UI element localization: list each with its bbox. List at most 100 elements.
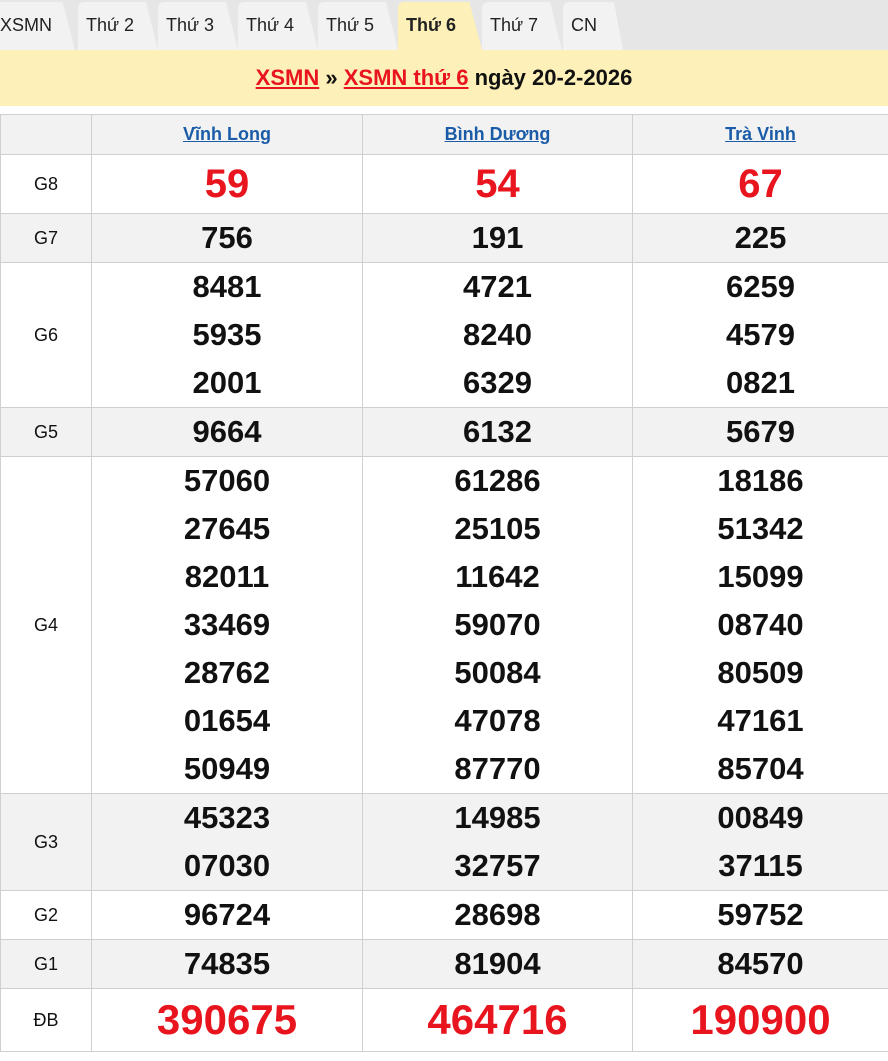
prize-cell: 5679 bbox=[632, 407, 888, 457]
prize-number: 191 bbox=[471, 220, 524, 255]
prize-number: 6132 bbox=[463, 414, 532, 449]
prize-label: G4 bbox=[0, 456, 92, 794]
results-table: Vĩnh Long Bình Dương Trà Vinh G8 59 54 67 G7… bbox=[0, 114, 888, 1052]
prize-number: 59 bbox=[204, 162, 250, 206]
prize-number: 80509 bbox=[717, 655, 804, 690]
tab-thứ-4[interactable]: Thứ 4 bbox=[238, 2, 318, 50]
prize-cell: 28698 bbox=[362, 890, 633, 940]
prize-number: 390675 bbox=[156, 996, 298, 1043]
prize-number: 00849 bbox=[717, 800, 804, 835]
day-tabs: XSMN Thứ 2 Thứ 3 Thứ 4 Thứ 5 Thứ 6 Thứ 7 CN bbox=[0, 0, 888, 50]
tab-xsmn[interactable]: XSMN bbox=[0, 2, 75, 50]
prize-cell: 464716 bbox=[362, 988, 633, 1052]
prize-number: 6329 bbox=[463, 365, 532, 400]
prize-cell: 45323 07030 bbox=[91, 793, 363, 891]
prize-number: 9664 bbox=[192, 414, 262, 449]
prize-number: 08740 bbox=[717, 607, 804, 642]
prize-row: G7 756 191 225 bbox=[0, 213, 888, 263]
prize-number: 32757 bbox=[454, 848, 541, 883]
tab-thứ-5[interactable]: Thứ 5 bbox=[318, 2, 398, 50]
prize-number: 225 bbox=[734, 220, 787, 255]
prize-cell: 8481 5935 2001 bbox=[91, 262, 363, 408]
prize-number: 5935 bbox=[192, 317, 262, 352]
prize-number: 190900 bbox=[690, 996, 831, 1043]
xsmn-thu6-link[interactable]: XSMN thứ 6 bbox=[343, 65, 469, 90]
prize-number: 8240 bbox=[463, 317, 532, 352]
prize-number: 33469 bbox=[183, 607, 271, 642]
prize-cell: 67 bbox=[632, 154, 888, 214]
prize-cell: 54 bbox=[362, 154, 633, 214]
prize-number: 96724 bbox=[183, 897, 271, 932]
prize-cell: 00849 37115 bbox=[632, 793, 888, 891]
prize-cell: 14985 32757 bbox=[362, 793, 633, 891]
prize-label: G7 bbox=[0, 213, 92, 263]
tab-thứ-3[interactable]: Thứ 3 bbox=[158, 2, 238, 50]
prize-row: G8 59 54 67 bbox=[0, 154, 888, 214]
prize-cell: 96724 bbox=[91, 890, 363, 940]
province-link[interactable]: Vĩnh Long bbox=[183, 124, 271, 144]
prize-number: 8481 bbox=[192, 269, 262, 304]
xsmn-link[interactable]: XSMN bbox=[255, 65, 320, 90]
prize-number: 82011 bbox=[184, 559, 270, 594]
prize-number: 50084 bbox=[454, 655, 541, 690]
prize-row: G1 74835 81904 84570 bbox=[0, 939, 888, 989]
prize-number: 51342 bbox=[717, 511, 804, 546]
prize-row: G6 8481 5935 2001 4721 8240 6329 6259 4579 0821 bbox=[0, 262, 888, 408]
province-link[interactable]: Bình Dương bbox=[444, 124, 551, 144]
draw-date: ngày 20-2-2026 bbox=[474, 65, 633, 90]
prize-cell: 18186 51342 15099 08740 80509 47161 85704 bbox=[632, 456, 888, 794]
tab-thứ-6[interactable]: Thứ 6 bbox=[398, 2, 482, 50]
prize-row: G3 45323 07030 14985 32757 00849 37115 bbox=[0, 793, 888, 891]
province-link[interactable]: Trà Vinh bbox=[725, 124, 796, 144]
prize-number: 4721 bbox=[463, 269, 532, 304]
tab-thứ-7[interactable]: Thứ 7 bbox=[482, 2, 562, 50]
prize-cell: 61286 25105 11642 59070 50084 47078 87770 bbox=[362, 456, 633, 794]
prize-number: 27645 bbox=[183, 511, 271, 546]
prize-label: G2 bbox=[0, 890, 92, 940]
prize-number: 81904 bbox=[454, 946, 541, 981]
prize-number: 6259 bbox=[726, 269, 795, 304]
prize-number: 47161 bbox=[717, 703, 804, 738]
prize-row: G5 9664 6132 5679 bbox=[0, 407, 888, 457]
prize-cell: 756 bbox=[91, 213, 363, 263]
prize-number: 28762 bbox=[183, 655, 271, 690]
prize-number: 07030 bbox=[183, 848, 271, 883]
prize-number: 84570 bbox=[717, 946, 804, 981]
prize-number: 11642 bbox=[455, 559, 540, 594]
prize-number: 59752 bbox=[717, 897, 804, 932]
prize-number: 01654 bbox=[183, 703, 271, 738]
prize-number: 74835 bbox=[183, 946, 271, 981]
breadcrumb-separator: » bbox=[325, 65, 338, 90]
prize-number: 85704 bbox=[717, 751, 804, 786]
prize-number: 18186 bbox=[717, 463, 804, 498]
prize-cell: 225 bbox=[632, 213, 888, 263]
prize-row: ĐB 390675 464716 190900 bbox=[0, 988, 888, 1052]
prize-number: 59070 bbox=[454, 607, 541, 642]
prize-cell: 59 bbox=[91, 154, 363, 214]
corner-cell bbox=[0, 114, 92, 155]
prize-cell: 4721 8240 6329 bbox=[362, 262, 633, 408]
tab-thứ-2[interactable]: Thứ 2 bbox=[78, 2, 158, 50]
prize-number: 0821 bbox=[726, 365, 795, 400]
prize-cell: 390675 bbox=[91, 988, 363, 1052]
prize-number: 4579 bbox=[726, 317, 795, 352]
prize-label: G8 bbox=[0, 154, 92, 214]
prize-cell: 59752 bbox=[632, 890, 888, 940]
prize-number: 57060 bbox=[183, 463, 271, 498]
prize-number: 87770 bbox=[454, 751, 541, 786]
prize-number: 2001 bbox=[192, 365, 262, 400]
prize-number: 47078 bbox=[454, 703, 541, 738]
prize-cell: 6132 bbox=[362, 407, 633, 457]
prize-cell: 191 bbox=[362, 213, 633, 263]
header-row: Vĩnh Long Bình Dương Trà Vinh bbox=[0, 114, 888, 155]
prize-number: 464716 bbox=[427, 996, 568, 1043]
prize-number: 14985 bbox=[454, 800, 541, 835]
prize-number: 67 bbox=[738, 162, 783, 206]
prize-number: 54 bbox=[475, 162, 520, 206]
prize-cell: 190900 bbox=[632, 988, 888, 1052]
prize-row: G2 96724 28698 59752 bbox=[0, 890, 888, 940]
prize-cell: 84570 bbox=[632, 939, 888, 989]
prize-cell: 74835 bbox=[91, 939, 363, 989]
tab-cn[interactable]: CN bbox=[563, 2, 623, 50]
prize-label: G1 bbox=[0, 939, 92, 989]
